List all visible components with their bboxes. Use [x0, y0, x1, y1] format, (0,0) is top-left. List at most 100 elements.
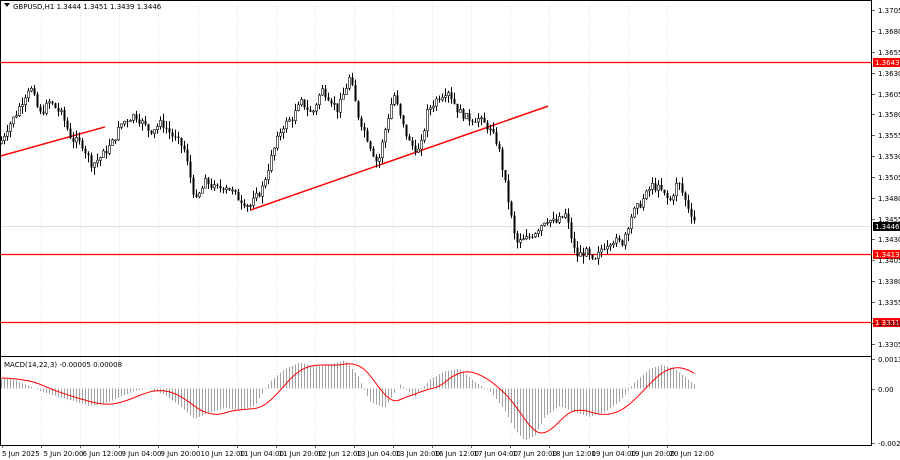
candle-body-bull: [285, 120, 288, 130]
candle-body-bear: [456, 103, 459, 113]
candle-body-bull: [261, 185, 264, 197]
candle-body-bear: [63, 110, 66, 121]
candle-body-bear: [183, 145, 186, 150]
candle-body-bear: [555, 218, 558, 223]
y-tick-label: 1.3605: [878, 91, 900, 99]
x-tick-label: 19 Jun 04:00: [592, 450, 636, 458]
candle-body-bull: [288, 119, 291, 122]
candle-body-bear: [357, 101, 360, 118]
candle-body-bear: [147, 124, 150, 131]
candle-body-bull: [636, 203, 639, 209]
candle-body-bull: [279, 132, 282, 137]
candle-body-bear: [330, 100, 333, 104]
candle-body-bull: [477, 118, 480, 123]
candle-body-bear: [468, 113, 471, 121]
candle-body-bull: [642, 198, 645, 208]
candle-body-bear: [72, 137, 75, 142]
candle-body-bear: [291, 119, 294, 121]
candle-body-bear: [168, 128, 171, 133]
candle-body-bull: [645, 190, 648, 200]
candle-body-bear: [210, 184, 213, 188]
candle-body-bear: [135, 114, 138, 120]
candle-body-bear: [507, 180, 510, 203]
candle-body-bull: [459, 108, 462, 113]
candle-body-bear: [669, 198, 672, 201]
candle-body-bull: [225, 187, 228, 191]
level-price-tag: [873, 318, 900, 327]
candle-body-bear: [192, 177, 195, 195]
candle-body-bear: [186, 149, 189, 162]
trendline[interactable]: [0, 126, 106, 157]
trendline[interactable]: [249, 105, 549, 211]
y-tick-label: 1.3455: [878, 216, 900, 224]
candle-body-bull: [333, 103, 336, 105]
candle-body-bull: [522, 238, 525, 241]
candle-body-bull: [447, 92, 450, 96]
candle-body-bear: [438, 98, 441, 100]
x-tick-label: 10 Jun 12:00: [201, 450, 245, 458]
candle-body-bear: [150, 130, 153, 134]
candle-body-bull: [630, 216, 633, 230]
candle-body-bear: [195, 194, 198, 197]
candle-body-bull: [315, 104, 318, 112]
x-tick-label: 18 Jun 12:00: [552, 450, 596, 458]
candle-body-bull: [393, 95, 396, 105]
candle-body-bull: [564, 213, 567, 218]
candle-body-bull: [117, 127, 120, 141]
candle-body-bear: [681, 183, 684, 193]
candle-body-bear: [165, 127, 168, 129]
macd-indicator: [1, 360, 695, 441]
y-tick-label: 1.3355: [878, 299, 900, 307]
candle-body-bull: [558, 216, 561, 223]
candle-body-bear: [351, 77, 354, 85]
y-tick-label: 1.3580: [878, 111, 900, 119]
candle-body-bear: [510, 202, 513, 216]
candle-body-bear: [573, 238, 576, 248]
x-tick-label: 5 Jun 2025: [2, 450, 40, 458]
candle-body-bear: [54, 103, 57, 109]
candle-body-bull: [600, 248, 603, 253]
x-tick-label: 6 Jun 12:00: [83, 450, 123, 458]
candle-body-bear: [222, 188, 225, 190]
candle-body-bear: [354, 84, 357, 102]
candle-body-bear: [687, 200, 690, 209]
candle-body-bull: [294, 110, 297, 122]
candle-body-bull: [534, 233, 537, 238]
candle-body-bull: [9, 123, 12, 132]
candle-body-bull: [3, 136, 6, 141]
menu-triangle-icon[interactable]: [4, 3, 10, 7]
plot-frame: [0, 0, 872, 446]
horizontal-levels[interactable]: 1.3643 1.3413 1.3331 1.3446: [0, 58, 900, 327]
candle-body-bear: [660, 185, 663, 190]
candle-body-bear: [309, 110, 312, 112]
candle-body-bear: [501, 149, 504, 171]
candle-body-bull: [381, 141, 384, 159]
candle-body-bear: [78, 137, 81, 141]
candle-body-bull: [297, 104, 300, 111]
candle-body-bull: [93, 162, 96, 168]
candle-body-bull: [15, 115, 18, 118]
x-tick-label: 11 Jun 20:00: [279, 450, 323, 458]
candle-body-bull: [420, 139, 423, 150]
candle-body-bear: [39, 106, 42, 112]
trendlines[interactable]: [0, 105, 549, 211]
candle-body-bull: [111, 139, 114, 146]
candle-body-bear: [693, 216, 696, 221]
candle-body-bull: [255, 193, 258, 199]
candle-body-bear: [486, 122, 489, 130]
candle-body-bear: [453, 98, 456, 104]
candle-body-bull: [339, 98, 342, 113]
candle-body-bear: [639, 203, 642, 208]
candle-body-bull: [417, 148, 420, 153]
y-tick-label: 1.3380: [878, 278, 900, 286]
candle-body-bear: [399, 104, 402, 116]
candle-body-bull: [270, 155, 273, 171]
candle-body-bear: [228, 187, 231, 191]
candle-body-bull: [579, 252, 582, 257]
price-candles: [0, 72, 696, 265]
x-tick-label: 12 Jun 12:00: [318, 450, 362, 458]
candle-body-bull: [282, 128, 285, 133]
candle-body-bear: [216, 184, 219, 187]
candle-body-bear: [498, 143, 501, 150]
